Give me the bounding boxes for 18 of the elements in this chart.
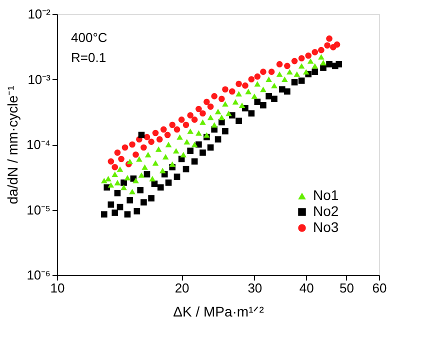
- annotation: R=0.1: [71, 50, 106, 65]
- x-tick-label: 10: [50, 280, 65, 296]
- x-tick-label: 40: [299, 280, 314, 296]
- x-tick-label: 20: [174, 280, 190, 296]
- y-tick-label: 10⁻⁵: [26, 202, 50, 218]
- x-tick-label: 50: [340, 280, 354, 296]
- y-tick-label: 10⁻³: [28, 72, 52, 87]
- y-tick-label: 10⁻²: [28, 6, 52, 22]
- legend-label: No2: [313, 203, 339, 219]
- legend-label: No3: [313, 219, 339, 235]
- x-tick-label: 30: [248, 280, 262, 296]
- y-tick-label: 10⁻⁶: [26, 268, 50, 282]
- y-axis-title: da/dN / mm·cycle⁻¹: [4, 85, 20, 204]
- y-tick-label: 10⁻⁴: [26, 137, 50, 152]
- legend-label: No1: [313, 187, 339, 203]
- annotation: 400°C: [71, 30, 108, 45]
- x-axis-title: ΔK / MPa·m¹ᐟ²: [173, 304, 264, 320]
- x-tick-label: 60: [372, 280, 387, 296]
